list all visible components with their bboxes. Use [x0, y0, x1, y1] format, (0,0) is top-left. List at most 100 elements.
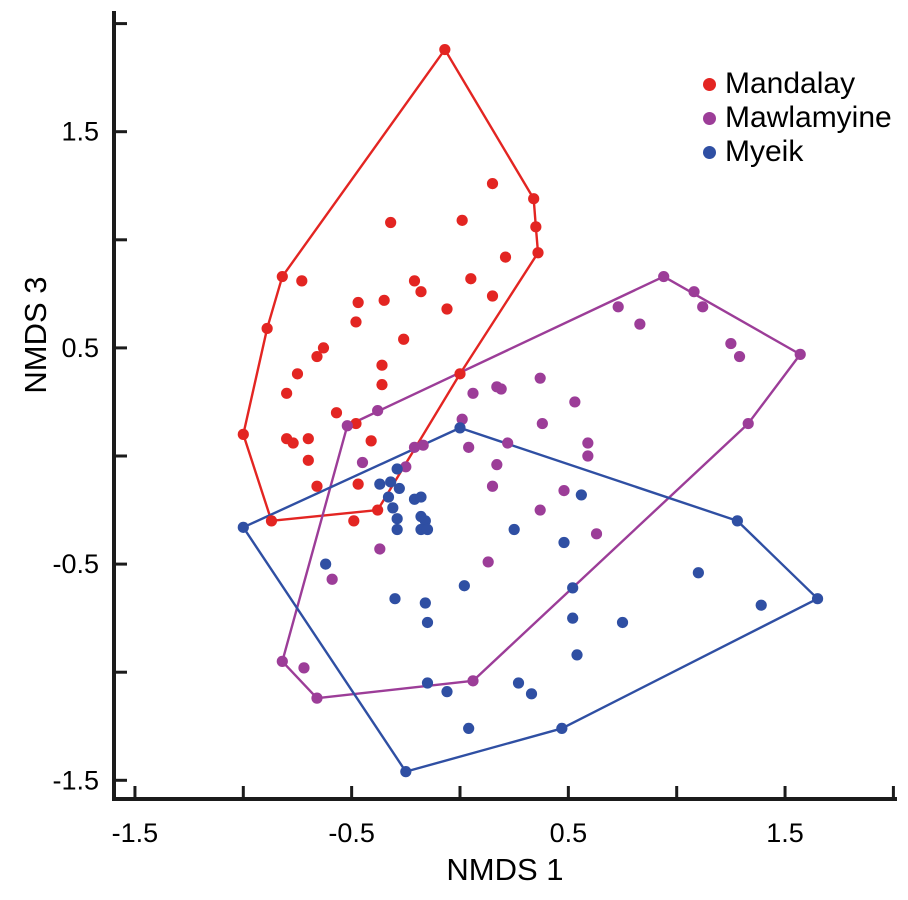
- mandalay-point: [330, 407, 343, 419]
- mandalay-point: [311, 480, 323, 492]
- y-tick-label: -1.5: [52, 765, 99, 795]
- mawlamyine-point: [341, 420, 353, 432]
- legend: Mandalay Mawlamyine Myeik: [703, 67, 892, 169]
- mandalay-point: [365, 435, 377, 447]
- myeik-point: [421, 677, 434, 689]
- mawlamyine-point: [612, 301, 624, 313]
- mawlamyine-point: [794, 348, 806, 360]
- mawlamyine-point: [326, 573, 338, 585]
- x-tick-label: 0.5: [550, 818, 588, 848]
- mawlamyine-point: [569, 396, 581, 408]
- legend-item-myeik: Myeik: [703, 135, 892, 169]
- mawlamyine-point: [372, 404, 384, 417]
- mandalay-point: [350, 316, 362, 328]
- mandalay-point: [372, 504, 384, 516]
- x-tick-label: 1.5: [766, 818, 804, 848]
- mandalay-point: [486, 290, 499, 302]
- legend-item-mawlamyine: Mawlamyine: [703, 101, 892, 135]
- mawlamyine-point: [495, 383, 507, 395]
- mawlamyine-point: [298, 662, 310, 674]
- mawlamyine-point: [311, 692, 323, 704]
- myeik-point: [571, 649, 583, 661]
- myeik-point: [458, 580, 470, 592]
- y-axis-title: NMDS 3: [18, 276, 53, 394]
- mandalay-hull: [242, 48, 540, 523]
- mawlamyine-point: [408, 441, 421, 453]
- myeik-point: [421, 616, 434, 629]
- mandalay-point: [528, 193, 540, 205]
- mandalay-point: [376, 379, 388, 391]
- mawlamyine-point: [536, 417, 548, 430]
- myeik-point: [525, 688, 538, 700]
- myeik-point: [616, 616, 629, 629]
- myeik-point: [558, 536, 570, 549]
- mandalay-point: [415, 286, 427, 298]
- mandalay-point: [276, 270, 288, 283]
- myeik-point: [374, 478, 386, 490]
- myeik-point: [419, 597, 431, 609]
- myeik-point: [692, 567, 704, 579]
- myeik-point: [400, 766, 412, 778]
- myeik-point: [415, 491, 427, 503]
- legend-label-mawlamyine: Mawlamyine: [725, 101, 892, 134]
- mandalay-point: [302, 454, 314, 466]
- mawlamyine-point: [697, 301, 709, 313]
- mawlamyine-point: [534, 372, 546, 384]
- y-tick-label: -0.5: [52, 549, 99, 579]
- mandalay-point: [465, 273, 477, 285]
- myeik-point: [755, 599, 767, 611]
- y-tick-label: 1.5: [61, 117, 99, 147]
- myeik-point: [512, 677, 525, 689]
- legend-label-mandalay: Mandalay: [725, 67, 856, 100]
- mawlamyine-point: [486, 480, 499, 492]
- mawlamyine-point: [534, 504, 546, 516]
- mandalay-point: [296, 275, 308, 287]
- mandalay-point: [408, 275, 421, 287]
- myeik-points: [237, 422, 824, 778]
- y-tick-label: 0.5: [61, 333, 99, 363]
- mandalay-point: [265, 515, 278, 527]
- mawlamyine-hull: [281, 275, 802, 700]
- mawlamyine-point: [502, 437, 514, 449]
- mandalay-points: [237, 43, 544, 527]
- mawlamyine-point: [688, 286, 700, 298]
- myeik-point: [320, 558, 332, 570]
- mandalay-point: [261, 322, 273, 335]
- mawlamyine-point: [733, 350, 746, 363]
- myeik-point: [508, 523, 520, 536]
- mandalay-point: [352, 296, 364, 309]
- mawlamyine-point: [417, 439, 429, 451]
- mandalay-point: [385, 216, 397, 229]
- myeik-point: [575, 489, 587, 501]
- myeik-point: [556, 722, 568, 735]
- axes-frame: [112, 11, 897, 801]
- myeik-point: [391, 513, 403, 525]
- myeik-point: [421, 523, 434, 536]
- mawlamyine-point: [634, 318, 646, 330]
- mawlamyine-point: [356, 456, 369, 469]
- mawlamyine-point: [482, 556, 494, 568]
- mawlamyine-point: [582, 450, 594, 462]
- myeik-point: [389, 593, 401, 605]
- legend-swatch-myeik-icon: [703, 145, 716, 159]
- mandalay-point: [454, 368, 466, 380]
- mawlamyine-point: [467, 675, 479, 687]
- mawlamyine-points: [276, 270, 806, 704]
- mawlamyine-point: [463, 441, 475, 453]
- mandalay-point: [348, 515, 360, 527]
- legend-swatch-mawlamyine-icon: [703, 111, 716, 125]
- mawlamyine-point: [582, 437, 594, 449]
- myeik-point: [731, 515, 743, 527]
- mandalay-point: [291, 368, 304, 380]
- myeik-point: [463, 722, 475, 735]
- mawlamyine-point: [658, 270, 670, 283]
- mawlamyine-point: [400, 461, 412, 473]
- mandalay-point: [441, 303, 453, 315]
- myeik-point: [441, 686, 453, 698]
- mandalay-point: [532, 247, 544, 259]
- mandalay-point: [439, 43, 451, 56]
- mandalay-point: [237, 428, 249, 440]
- mandalay-point: [398, 333, 410, 345]
- x-tick-label: -0.5: [328, 818, 375, 848]
- myeik-point: [454, 422, 466, 434]
